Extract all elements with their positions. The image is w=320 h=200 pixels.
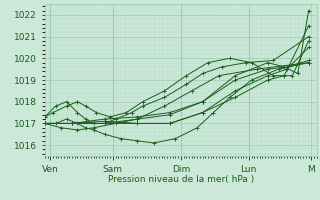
X-axis label: Pression niveau de la mer( hPa ): Pression niveau de la mer( hPa ) — [108, 175, 254, 184]
